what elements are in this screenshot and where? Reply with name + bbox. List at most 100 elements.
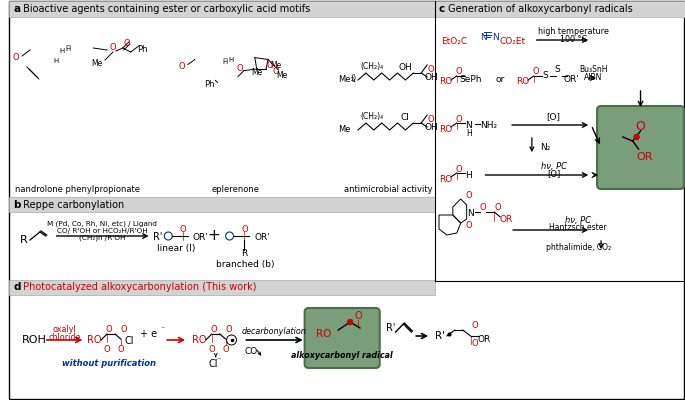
Text: O: O: [13, 54, 19, 62]
Text: Reppe carbonylation: Reppe carbonylation: [20, 200, 125, 210]
Text: O: O: [465, 220, 472, 230]
Bar: [435, 1, 685, 17]
Text: Generation of alkoxycarbonyl radicals: Generation of alkoxycarbonyl radicals: [445, 4, 633, 14]
Text: N: N: [465, 120, 472, 130]
Text: RO: RO: [87, 335, 102, 345]
Text: Cl: Cl: [401, 112, 410, 122]
Text: Bu₃SnH: Bu₃SnH: [579, 66, 608, 74]
Text: O: O: [428, 114, 434, 124]
Text: 100 °C: 100 °C: [560, 34, 587, 44]
Bar: [9, 280, 435, 295]
Text: O: O: [471, 322, 478, 330]
Text: without purification: without purification: [62, 358, 156, 368]
Text: oxalyl: oxalyl: [53, 326, 77, 334]
Text: RO: RO: [316, 329, 332, 339]
Text: R': R': [435, 331, 445, 341]
Text: Cl: Cl: [209, 359, 219, 369]
Text: or: or: [496, 76, 505, 84]
Text: eplerenone: eplerenone: [212, 186, 260, 194]
Text: EtO₂C: EtO₂C: [441, 38, 467, 46]
Text: b: b: [13, 200, 21, 210]
Bar: [9, 1, 435, 17]
Text: H̅: H̅: [222, 59, 227, 65]
FancyBboxPatch shape: [305, 308, 379, 368]
Text: OR: OR: [499, 216, 513, 224]
Bar: [9, 197, 435, 212]
Text: O: O: [479, 204, 486, 212]
Text: O: O: [266, 61, 273, 70]
Text: chloride: chloride: [49, 332, 81, 342]
Text: Me: Me: [251, 68, 262, 77]
Text: Cl: Cl: [125, 336, 134, 346]
Text: R': R': [386, 323, 395, 333]
Text: O: O: [121, 326, 127, 334]
Text: O: O: [118, 346, 124, 354]
Text: O: O: [465, 190, 472, 200]
Text: a: a: [13, 4, 21, 14]
Text: RO: RO: [516, 78, 530, 86]
Text: RO: RO: [439, 78, 452, 86]
Text: [O]: [O]: [547, 170, 560, 178]
Text: S: S: [543, 72, 549, 80]
Text: Hantzsch ester: Hantzsch ester: [549, 224, 607, 232]
Text: antimicrobial activity: antimicrobial activity: [345, 186, 433, 194]
Text: hν, PC: hν, PC: [540, 162, 566, 170]
Text: + e: + e: [140, 329, 157, 339]
Text: Ph: Ph: [138, 46, 148, 54]
Text: OH: OH: [424, 124, 438, 132]
Text: O: O: [179, 224, 186, 234]
Text: Me: Me: [338, 76, 351, 84]
Text: CO: CO: [245, 348, 258, 356]
Text: O: O: [110, 44, 116, 52]
Text: OR: OR: [636, 152, 653, 162]
Text: c: c: [439, 4, 445, 14]
Text: O: O: [456, 68, 462, 76]
Text: CO/ R'OH or HCO₂H/R'OH: CO/ R'OH or HCO₂H/R'OH: [57, 228, 147, 234]
Text: H: H: [59, 48, 64, 54]
Text: CO₂Et: CO₂Et: [499, 38, 525, 46]
Text: N: N: [467, 208, 474, 218]
Text: O: O: [471, 340, 478, 348]
Text: R: R: [241, 250, 247, 258]
Text: d: d: [13, 282, 21, 292]
Text: SePh: SePh: [460, 76, 482, 84]
Text: (: (: [351, 74, 353, 84]
Text: ROH: ROH: [22, 335, 47, 345]
Text: O: O: [179, 62, 185, 71]
Text: [O]: [O]: [547, 112, 560, 122]
Text: O: O: [428, 64, 434, 74]
Text: Ph: Ph: [204, 80, 214, 89]
Text: Me: Me: [276, 71, 288, 80]
Text: RO: RO: [439, 174, 452, 184]
Text: O: O: [123, 40, 130, 48]
FancyBboxPatch shape: [597, 106, 684, 189]
Text: O: O: [495, 204, 501, 212]
Text: OR: OR: [478, 336, 491, 344]
Text: hν, PC: hν, PC: [565, 216, 591, 224]
Text: O: O: [105, 324, 112, 334]
Text: H: H: [465, 170, 472, 180]
Text: high temperature: high temperature: [538, 26, 609, 36]
Text: R': R': [153, 232, 162, 242]
Text: O: O: [241, 224, 248, 234]
Text: O: O: [210, 324, 217, 334]
Text: RO: RO: [192, 335, 206, 345]
Text: O: O: [532, 68, 539, 76]
Circle shape: [347, 320, 353, 324]
Text: decarbonylation: decarbonylation: [242, 326, 306, 336]
Text: O: O: [225, 326, 232, 334]
Text: linear (l): linear (l): [157, 244, 195, 254]
Text: O: O: [636, 120, 645, 134]
Text: H: H: [466, 128, 471, 138]
Text: (CH₂)₄: (CH₂)₄: [360, 112, 384, 122]
Text: OR': OR': [254, 232, 270, 242]
Text: H̅: H̅: [65, 46, 70, 52]
Text: O: O: [236, 64, 243, 73]
Text: O: O: [103, 346, 110, 354]
Text: N: N: [480, 34, 487, 42]
Circle shape: [634, 134, 639, 140]
Text: +: +: [208, 228, 220, 244]
Text: O: O: [354, 311, 362, 321]
Text: R: R: [20, 235, 28, 245]
Text: Me: Me: [91, 60, 103, 68]
